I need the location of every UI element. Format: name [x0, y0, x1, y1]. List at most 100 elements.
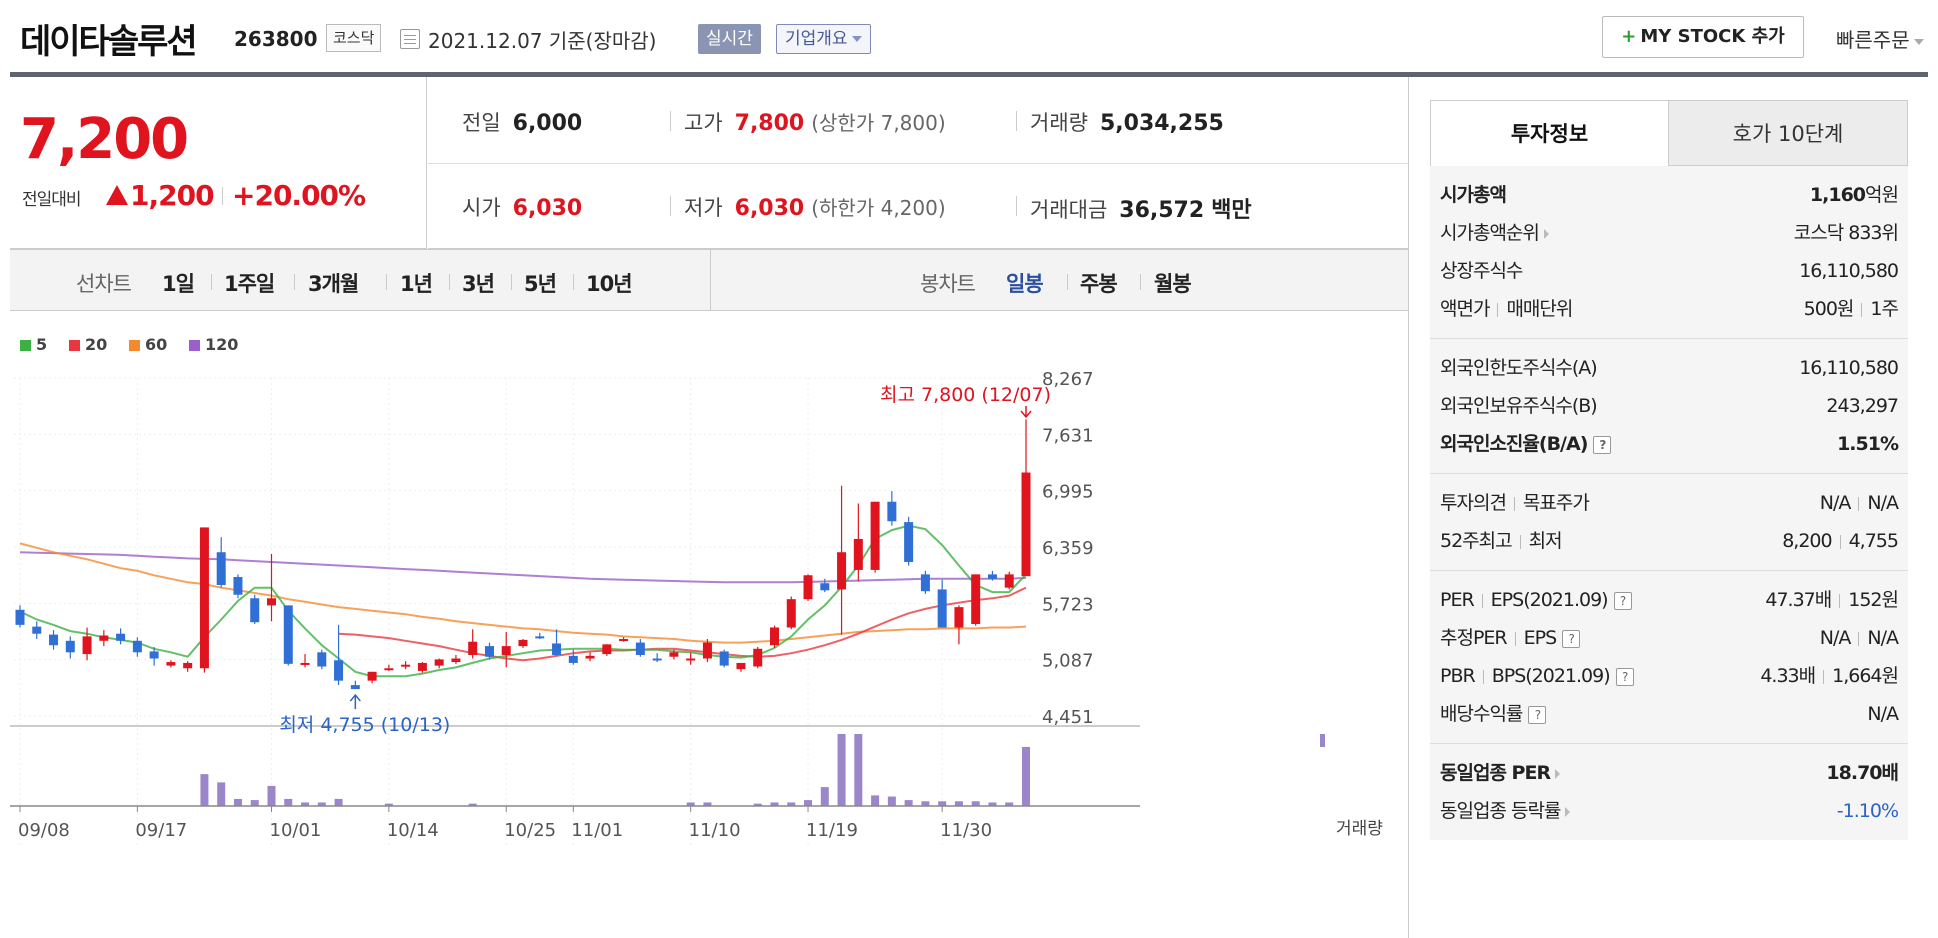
candle — [15, 605, 25, 628]
stock-code: 263800 — [234, 27, 318, 51]
help-icon[interactable]: ? — [1528, 705, 1547, 724]
volume-bar — [686, 802, 695, 806]
bps-label: BPS(2021.09) — [1491, 665, 1611, 687]
candle-body — [786, 599, 796, 628]
est-eps-label: EPS — [1523, 627, 1558, 649]
market-cap-row: 시가총액 1,160억원 — [1440, 176, 1899, 214]
volume-bar — [703, 802, 712, 806]
target-label: 목표주가 — [1522, 492, 1590, 514]
candle-body — [350, 685, 360, 690]
candle-body — [116, 633, 126, 641]
realtime-button[interactable]: 실시간 — [698, 24, 761, 54]
company-overview-dropdown[interactable]: 기업개요 — [776, 24, 871, 54]
price-change-percent: +20.00% — [232, 179, 366, 212]
industry-per-value: 18.70배 — [1826, 762, 1899, 784]
candle-body — [753, 648, 763, 667]
candle-weekly[interactable]: 주봉 — [1080, 272, 1118, 296]
tab-orderbook-10[interactable]: 호가 10단계 — [1668, 100, 1908, 166]
y-tick-label: 7,631 — [1042, 425, 1094, 446]
candle-body — [887, 501, 897, 522]
candle-body — [250, 598, 260, 623]
candle — [870, 501, 880, 573]
candle-body — [317, 652, 327, 667]
foreign-ratio-row: 외국인소진율(B/A)? 1.51% — [1440, 425, 1899, 463]
ma60-line — [19, 542, 1027, 644]
period-5y[interactable]: 5년 — [524, 272, 557, 296]
period-3m[interactable]: 3개월 — [308, 272, 359, 296]
candle-daily[interactable]: 일봉 — [1006, 272, 1044, 296]
low-annotation: 최저 4,755 (10/13) — [279, 714, 450, 736]
candle — [183, 661, 193, 672]
open-value: 6,030 — [512, 196, 583, 221]
volume-bar — [988, 802, 997, 806]
help-icon[interactable]: ? — [1562, 629, 1581, 648]
candle-body — [568, 655, 578, 663]
shares-label: 상장주식수 — [1440, 260, 1523, 282]
period-10y[interactable]: 10년 — [586, 272, 633, 296]
candle — [786, 596, 796, 630]
candle-body — [451, 658, 461, 663]
quick-order-dropdown[interactable]: 빠른주문 — [1836, 24, 1924, 53]
high-cell: 고가 7,800 (상한가 7,800) — [684, 107, 946, 137]
volume-bar — [753, 803, 762, 806]
divider — [670, 111, 671, 131]
rank-row[interactable]: 시가총액순위 코스닥 833위 — [1440, 214, 1899, 252]
tab-investment-info[interactable]: 투자정보 — [1430, 100, 1669, 166]
plus-icon: + — [1621, 26, 1637, 47]
volume-bar — [787, 802, 796, 806]
candle-body — [853, 538, 863, 570]
upper-limit: (상한가 7,800) — [811, 111, 946, 135]
period-1w[interactable]: 1주일 — [224, 272, 275, 296]
candle — [920, 570, 930, 594]
candle — [987, 570, 997, 581]
candle — [417, 662, 427, 673]
volume-bar — [954, 801, 963, 806]
stock-chart[interactable]: 5 20 60 120 8,267 7,631 6,995 6,359 5,723 5,087 4… — [10, 312, 1408, 938]
candle — [853, 503, 863, 582]
candle-body — [15, 609, 25, 625]
unit-value: 1주 — [1870, 298, 1899, 320]
high52-label: 52주최고 — [1440, 530, 1513, 552]
candle — [99, 630, 109, 647]
help-icon[interactable]: ? — [1613, 591, 1632, 610]
candle-body — [803, 575, 813, 600]
period-3y[interactable]: 3년 — [462, 272, 495, 296]
legend-swatch — [189, 340, 200, 351]
period-1y[interactable]: 1년 — [400, 272, 433, 296]
up-arrow-icon — [106, 185, 128, 205]
shares-value: 16,110,580 — [1799, 260, 1899, 282]
pbr-label: PBR — [1440, 665, 1476, 687]
volume-cell: 거래량 5,034,255 — [1030, 107, 1224, 137]
candle-body — [987, 574, 997, 579]
chevron-right-icon — [1565, 806, 1571, 817]
period-1d[interactable]: 1일 — [162, 272, 195, 296]
candle — [702, 639, 712, 663]
chevron-down-icon — [851, 36, 862, 42]
foreign-ratio-value: 1.51% — [1837, 433, 1899, 455]
rank-value: 코스닥 833위 — [1793, 222, 1899, 244]
legend-label: 20 — [85, 335, 107, 354]
candle-body — [971, 574, 981, 624]
help-icon[interactable]: ? — [1593, 435, 1612, 454]
add-mystock-button[interactable]: + MY STOCK 추가 — [1602, 16, 1804, 58]
candle — [887, 491, 897, 526]
industry-per-row[interactable]: 동일업종 PER 18.70배 — [1440, 754, 1899, 792]
candle — [602, 644, 612, 656]
help-icon[interactable]: ? — [1615, 667, 1634, 686]
x-tick-label: 10/25 — [504, 820, 556, 841]
per-value: 47.37배 — [1765, 589, 1832, 611]
candle-body — [719, 651, 729, 666]
candle — [837, 485, 847, 635]
candle — [904, 516, 914, 566]
industry-change-row[interactable]: 동일업종 등락률 -1.10% — [1440, 792, 1899, 830]
candle-body — [619, 639, 629, 642]
candle-monthly[interactable]: 월봉 — [1154, 272, 1192, 296]
volume-bar — [770, 802, 779, 806]
legend-swatch — [20, 340, 31, 351]
foreign-limit-label: 외국인한도주식수(A) — [1440, 357, 1598, 379]
foreign-group: 외국인한도주식수(A) 16,110,580 외국인보유주식수(B) 243,297… — [1430, 339, 1908, 474]
foreign-limit-row: 외국인한도주식수(A) 16,110,580 — [1440, 349, 1899, 387]
candle — [149, 647, 159, 666]
candle-chart-label: 봉차트 — [920, 272, 976, 296]
candle-body — [937, 589, 947, 628]
